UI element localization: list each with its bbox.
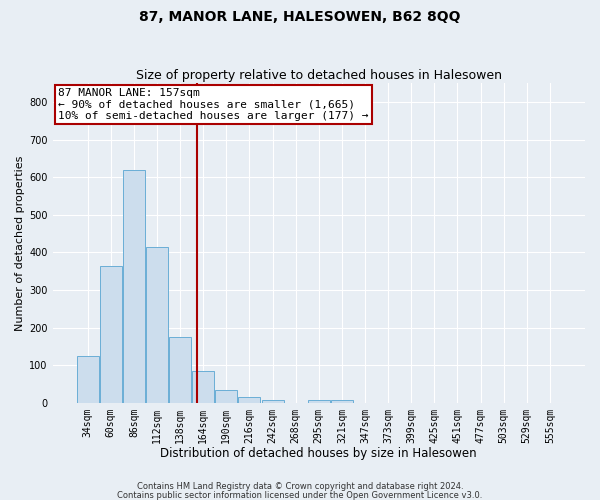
Bar: [146, 246, 168, 402]
Bar: [100, 266, 122, 402]
Text: 87, MANOR LANE, HALESOWEN, B62 8QQ: 87, MANOR LANE, HALESOWEN, B62 8QQ: [139, 10, 461, 24]
Text: 87 MANOR LANE: 157sqm
← 90% of detached houses are smaller (1,665)
10% of semi-d: 87 MANOR LANE: 157sqm ← 90% of detached …: [58, 88, 368, 121]
Bar: [123, 170, 145, 402]
Bar: [215, 390, 238, 402]
Bar: [331, 400, 353, 402]
Text: Contains HM Land Registry data © Crown copyright and database right 2024.: Contains HM Land Registry data © Crown c…: [137, 482, 463, 491]
Bar: [169, 337, 191, 402]
Bar: [77, 356, 98, 403]
Bar: [192, 371, 214, 402]
Bar: [308, 400, 330, 402]
Bar: [238, 397, 260, 402]
X-axis label: Distribution of detached houses by size in Halesowen: Distribution of detached houses by size …: [160, 447, 477, 460]
Text: Contains public sector information licensed under the Open Government Licence v3: Contains public sector information licen…: [118, 490, 482, 500]
Title: Size of property relative to detached houses in Halesowen: Size of property relative to detached ho…: [136, 69, 502, 82]
Bar: [262, 400, 284, 402]
Y-axis label: Number of detached properties: Number of detached properties: [15, 156, 25, 330]
